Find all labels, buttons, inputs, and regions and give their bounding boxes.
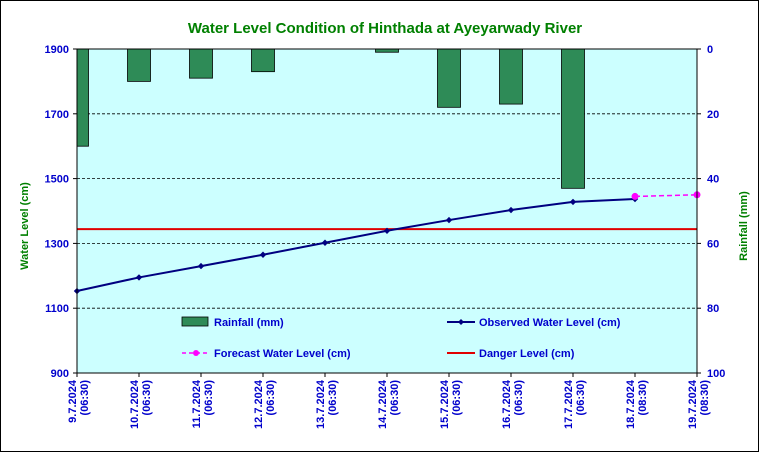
legend-label: Rainfall (mm) xyxy=(214,317,284,329)
observed-point xyxy=(445,216,453,224)
observed-point xyxy=(321,239,329,246)
rainfall-bar xyxy=(561,48,585,189)
observed-point xyxy=(383,227,391,234)
right-tick-label: 20 xyxy=(707,109,719,121)
forecast-point xyxy=(631,192,639,200)
legend-label: Danger Level (cm) xyxy=(479,348,575,360)
x-tick-label: 11.7.2024(06:30) xyxy=(191,379,215,428)
legend-rainfall-swatch xyxy=(181,316,209,327)
forecast-water-level-line xyxy=(634,194,698,198)
right-tick-label: 40 xyxy=(707,174,719,186)
x-tick-label: 12.7.2024(06:30) xyxy=(253,379,277,429)
observed-point xyxy=(197,262,205,270)
chart-title: Water Level Condition of Hinthada at Aye… xyxy=(188,20,582,37)
x-tick-label: 9.7.2024(06:30) xyxy=(67,379,91,423)
observed-water-level-line xyxy=(76,198,636,293)
left-tick-label: 1100 xyxy=(45,303,69,315)
observed-point xyxy=(569,198,577,206)
rainfall-bar xyxy=(76,48,89,147)
left-tick-label: 1700 xyxy=(45,109,69,121)
x-tick-label: 16.7.2024(06:30) xyxy=(501,379,525,429)
x-tick-label: 17.7.2024(06:30) xyxy=(563,379,587,429)
rainfall-bar xyxy=(437,48,461,108)
rainfall-bar xyxy=(251,48,275,73)
right-tick-label: 60 xyxy=(707,238,719,250)
observed-point xyxy=(507,206,515,214)
right-tick-label: 100 xyxy=(707,368,725,380)
left-tick-label: 900 xyxy=(51,368,69,380)
right-tick-label: 80 xyxy=(707,303,719,315)
right-axis-label: Rainfall (mm) xyxy=(738,191,750,261)
plot-area: 900 1100 1300 1500 1700 1900 0 20 40 60 80 100 9.7.2… xyxy=(45,44,726,429)
left-axis-label: Water Level (cm) xyxy=(19,182,31,270)
right-tick-label: 0 xyxy=(707,44,713,56)
rainfall-bar xyxy=(127,48,151,82)
legend-forecast-marker xyxy=(193,350,199,356)
x-tick-label: 15.7.2024(06:30) xyxy=(439,379,463,429)
x-tick-label: 18.7.2024(08:30) xyxy=(625,379,649,429)
observed-point xyxy=(259,251,267,258)
x-tick-label: 13.7.2024(06:30) xyxy=(315,379,339,429)
x-tick-label: 10.7.2024(06:30) xyxy=(129,379,153,429)
left-tick-label: 1300 xyxy=(45,238,69,250)
x-tick-label: 14.7.2024(06:30) xyxy=(377,379,401,429)
left-tick-label: 1900 xyxy=(45,44,69,56)
legend-label: Observed Water Level (cm) xyxy=(479,317,621,329)
legend-label: Forecast Water Level (cm) xyxy=(214,348,351,360)
x-tick-label: 19.7.2024(08:30) xyxy=(687,379,711,429)
rainfall-bar xyxy=(189,48,213,79)
observed-point xyxy=(135,274,143,281)
legend-observed-marker xyxy=(458,319,464,325)
rainfall-bar xyxy=(499,48,523,105)
plot-background xyxy=(77,49,697,373)
left-tick-label: 1500 xyxy=(45,174,69,186)
